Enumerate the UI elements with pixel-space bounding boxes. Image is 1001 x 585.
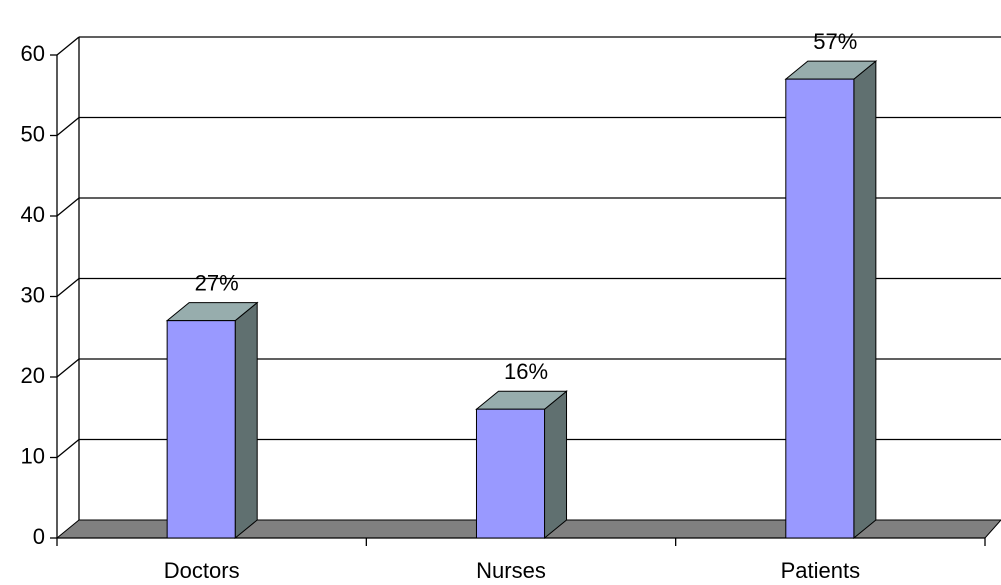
bar xyxy=(475,408,546,539)
x-tick-label: Doctors xyxy=(164,558,240,583)
bar xyxy=(166,320,236,539)
grid-diagonal xyxy=(56,358,80,378)
y-tick-label: 20 xyxy=(21,363,45,388)
grid-diagonal xyxy=(56,116,80,137)
bar-side xyxy=(853,60,877,540)
grid-diagonal xyxy=(56,438,80,459)
grid-diagonal xyxy=(56,197,80,217)
y-tick-label: 10 xyxy=(21,443,45,468)
bar xyxy=(785,78,855,539)
x-tick-label: Nurses xyxy=(476,558,546,583)
y-tick-label: 0 xyxy=(33,524,45,549)
grid-diagonal xyxy=(56,36,80,56)
value-label: 57% xyxy=(813,29,857,54)
x-tick-label: Patients xyxy=(781,558,861,583)
y-tick-label: 60 xyxy=(21,41,45,66)
value-label: 16% xyxy=(504,359,548,384)
grid-diagonal xyxy=(56,277,80,298)
value-label: 27% xyxy=(195,270,239,295)
y-tick-label: 30 xyxy=(21,282,45,307)
y-tick-label: 40 xyxy=(21,202,45,227)
bar-side xyxy=(234,301,258,540)
y-tick-label: 50 xyxy=(21,121,45,146)
bar-side xyxy=(544,390,568,540)
